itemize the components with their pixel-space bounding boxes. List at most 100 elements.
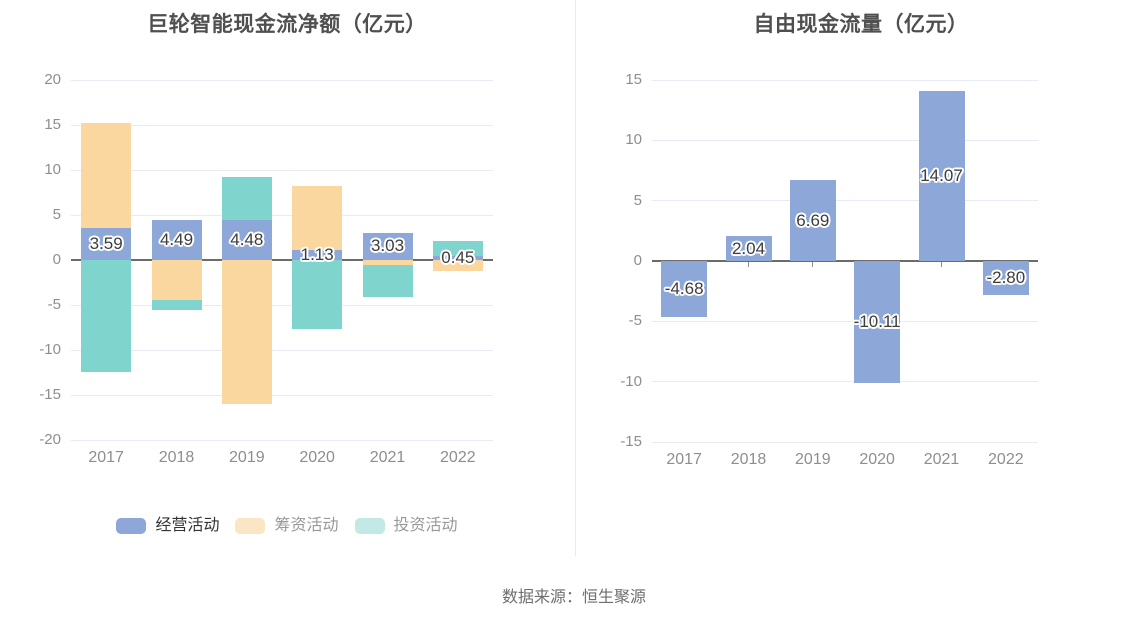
bar-segment-financing <box>362 260 413 266</box>
legend-swatch-operating <box>116 518 147 534</box>
bar-segment-investing <box>432 241 483 256</box>
y-axis-tick-label: -20 <box>39 431 61 448</box>
bar-segment-investing <box>81 260 132 373</box>
left-chart-panel: 巨轮智能现金流净额（亿元） -20 -15 -10 -5 0 5 10 15 20 2017 201… <box>0 13 574 536</box>
x-axis-category-label: 2020 <box>859 451 895 468</box>
y-axis-tick-label: 0 <box>633 252 642 269</box>
x-axis-category-label: 2019 <box>795 451 831 468</box>
grid-line <box>652 381 1038 383</box>
panel-divider <box>575 0 576 556</box>
bar-segment-investing <box>151 300 202 311</box>
bar-segment-operating <box>432 255 483 260</box>
left-chart-plot-area: -20 -15 -10 -5 0 5 10 15 20 2017 2018 2019 2020 2021 2… <box>39 71 493 466</box>
legend-item-financing[interactable]: 筹资活动 <box>235 516 339 536</box>
value-label: 0.45 <box>441 247 475 267</box>
y-axis-tick-label: 0 <box>52 251 61 268</box>
legend: 经营活动 筹资活动 投资活动 <box>0 516 574 536</box>
x-axis-tick <box>812 262 814 267</box>
x-axis-category-label: 2018 <box>158 449 195 466</box>
right-chart-title: 自由现金流量（亿元） <box>753 13 969 36</box>
y-axis-tick-label: -5 <box>47 296 61 313</box>
legend-label-financing: 筹资活动 <box>274 517 339 534</box>
bar-segment-fcf <box>982 261 1029 295</box>
y-axis-tick-label: -10 <box>620 372 642 390</box>
bar-segment-investing <box>292 260 343 330</box>
y-axis-tick-label: 10 <box>625 131 642 149</box>
bar-segment-fcf <box>789 180 836 261</box>
grid-line <box>71 124 493 126</box>
x-axis-category-label: 2017 <box>88 449 124 466</box>
grid-line <box>71 169 493 171</box>
left-chart-title: 巨轮智能现金流净额（亿元） <box>147 13 427 36</box>
x-axis-category-label: 2022 <box>988 451 1024 468</box>
grid-line <box>71 394 493 396</box>
bar-segment-fcf <box>661 261 708 318</box>
legend-label-operating: 经营活动 <box>155 517 220 534</box>
bar-segment-financing <box>151 260 202 301</box>
bar-segment-financing <box>81 123 132 228</box>
y-axis-tick-label: 10 <box>44 161 61 178</box>
bar-segment-fcf <box>918 91 965 261</box>
value-label: 6.69 <box>796 210 830 230</box>
bar-segment-operating <box>292 249 343 260</box>
y-axis-tick-label: 15 <box>44 116 61 133</box>
bar-segment-operating <box>151 219 202 260</box>
right-chart-plot-area: -15 -10 -5 0 5 10 15 2017 2018 2019 2020 2021 2022 -4… <box>574 0 1148 619</box>
y-axis-tick-label: -15 <box>620 433 642 450</box>
grid-line <box>652 200 1038 202</box>
legend-item-operating[interactable]: 经营活动 <box>116 516 219 536</box>
grid-line <box>71 79 493 81</box>
zero-axis-line <box>71 259 493 261</box>
value-label: 4.48 <box>230 229 264 249</box>
y-axis-tick-label: 5 <box>52 206 61 223</box>
bar-segment-operating <box>221 219 272 260</box>
grid-line <box>652 139 1038 141</box>
grid-line <box>652 441 1038 443</box>
y-axis-tick-label: 20 <box>44 71 61 88</box>
x-axis-category-label: 2021 <box>369 449 406 466</box>
x-axis-tick <box>748 262 749 267</box>
value-label: 14.07 <box>920 166 963 186</box>
bar-segment-investing <box>221 177 272 220</box>
y-axis-tick-label: -10 <box>39 341 61 358</box>
value-label: -4.68 <box>664 279 704 299</box>
grid-line <box>71 439 493 441</box>
grid-line <box>71 214 493 216</box>
x-axis-category-label: 2017 <box>666 451 702 468</box>
value-label: -2.80 <box>986 267 1026 287</box>
value-label: 1.13 <box>300 244 334 264</box>
value-label: 2.04 <box>731 238 766 258</box>
y-axis-tick-label: 15 <box>625 71 642 88</box>
value-label: -10.11 <box>853 311 901 331</box>
data-source: 数据来源：恒生聚源 <box>501 589 646 606</box>
value-label: 3.03 <box>370 236 405 256</box>
bar-segment-operating <box>81 227 132 260</box>
x-axis-category-label: 2022 <box>440 449 476 466</box>
right-chart-panel: 自由现金流量（亿元） -15 -10 -5 0 5 10 15 2017 2018 2019 202… <box>574 0 1148 619</box>
grid-line <box>71 349 493 351</box>
y-axis-tick-label: -5 <box>628 312 642 330</box>
x-axis-tick <box>941 262 942 267</box>
bar-segment-financing <box>292 186 343 250</box>
x-axis-category-label: 2018 <box>730 451 767 468</box>
grid-line <box>652 79 1038 81</box>
bar-segment-fcf <box>725 236 772 261</box>
legend-swatch-investing <box>354 518 385 534</box>
value-label: 4.49 <box>159 229 194 249</box>
y-axis-tick-label: -15 <box>39 386 61 403</box>
legend-label-investing: 投资活动 <box>393 517 458 534</box>
grid-line <box>71 304 493 306</box>
grid-line <box>652 320 1038 322</box>
x-axis-category-label: 2019 <box>229 449 265 466</box>
bar-segment-financing <box>432 260 483 271</box>
legend-item-investing[interactable]: 投资活动 <box>354 516 458 536</box>
bar-segment-investing <box>362 265 413 297</box>
x-axis-category-label: 2021 <box>923 451 960 468</box>
x-axis-category-label: 2020 <box>299 449 335 466</box>
bar-segment-operating <box>362 232 413 260</box>
zero-axis-line <box>652 260 1038 262</box>
value-label: 3.59 <box>89 233 123 253</box>
legend-swatch-financing <box>235 518 266 534</box>
bar-segment-financing <box>221 260 272 404</box>
